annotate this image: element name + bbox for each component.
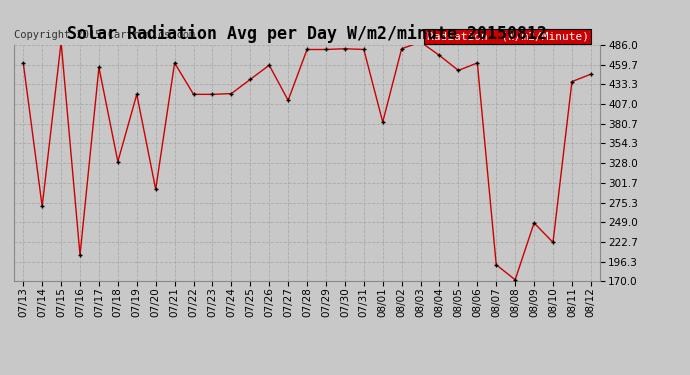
Point (169, 60, 180, 66)
Text: Radiation  (W/m2/Minute): Radiation (W/m2/Minute) (426, 32, 589, 42)
Point (320, 46, 331, 53)
Point (56, 39, 67, 45)
Point (358, 46, 369, 53)
Point (112, 159, 124, 165)
Point (377, 119, 388, 125)
Point (434, 53, 445, 58)
Point (339, 46, 351, 52)
Point (226, 91, 237, 97)
Point (283, 98, 294, 104)
Point (529, 220, 540, 226)
Point (566, 79, 578, 85)
Title: Solar Radiation Avg per Day W/m2/minute 20150812: Solar Radiation Avg per Day W/m2/minute … (67, 24, 547, 44)
Point (491, 262, 502, 268)
Point (547, 239, 558, 245)
Point (472, 60, 483, 66)
Point (131, 92, 142, 98)
Point (396, 46, 407, 52)
Point (585, 71, 596, 77)
Point (150, 186, 161, 192)
Point (207, 92, 218, 98)
Point (93, 64, 104, 70)
Text: Copyright 2015 Cartronics.com: Copyright 2015 Cartronics.com (14, 30, 195, 40)
Point (245, 76, 256, 82)
Point (453, 68, 464, 74)
Point (264, 62, 275, 68)
Point (75, 252, 86, 258)
Point (510, 277, 521, 283)
Point (188, 92, 199, 98)
Point (302, 46, 313, 53)
Point (415, 39, 426, 45)
Point (18, 60, 29, 66)
Point (37, 204, 48, 210)
